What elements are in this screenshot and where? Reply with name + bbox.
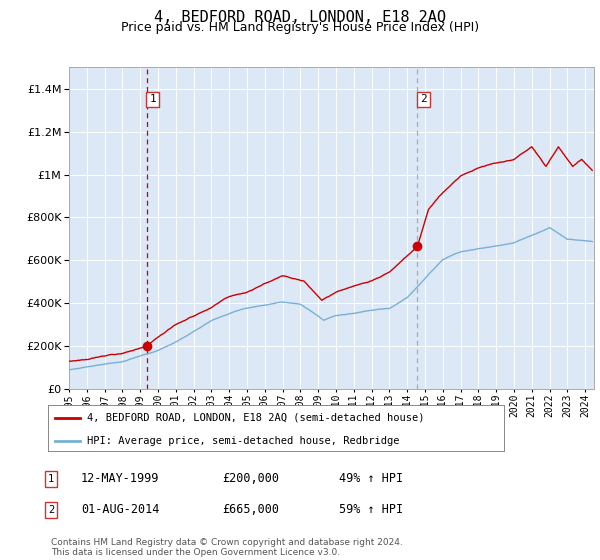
Text: Price paid vs. HM Land Registry's House Price Index (HPI): Price paid vs. HM Land Registry's House … bbox=[121, 21, 479, 34]
Text: 49% ↑ HPI: 49% ↑ HPI bbox=[339, 472, 403, 486]
Text: 4, BEDFORD ROAD, LONDON, E18 2AQ (semi-detached house): 4, BEDFORD ROAD, LONDON, E18 2AQ (semi-d… bbox=[87, 413, 424, 423]
Text: 1: 1 bbox=[48, 474, 54, 484]
Text: Contains HM Land Registry data © Crown copyright and database right 2024.
This d: Contains HM Land Registry data © Crown c… bbox=[51, 538, 403, 557]
Text: 12-MAY-1999: 12-MAY-1999 bbox=[81, 472, 160, 486]
Text: 59% ↑ HPI: 59% ↑ HPI bbox=[339, 503, 403, 516]
Text: 1: 1 bbox=[149, 95, 156, 104]
Text: HPI: Average price, semi-detached house, Redbridge: HPI: Average price, semi-detached house,… bbox=[87, 436, 399, 446]
Text: £200,000: £200,000 bbox=[222, 472, 279, 486]
Text: 2: 2 bbox=[420, 95, 427, 104]
Text: 2: 2 bbox=[48, 505, 54, 515]
Text: £665,000: £665,000 bbox=[222, 503, 279, 516]
Text: 4, BEDFORD ROAD, LONDON, E18 2AQ: 4, BEDFORD ROAD, LONDON, E18 2AQ bbox=[154, 10, 446, 25]
Text: 01-AUG-2014: 01-AUG-2014 bbox=[81, 503, 160, 516]
